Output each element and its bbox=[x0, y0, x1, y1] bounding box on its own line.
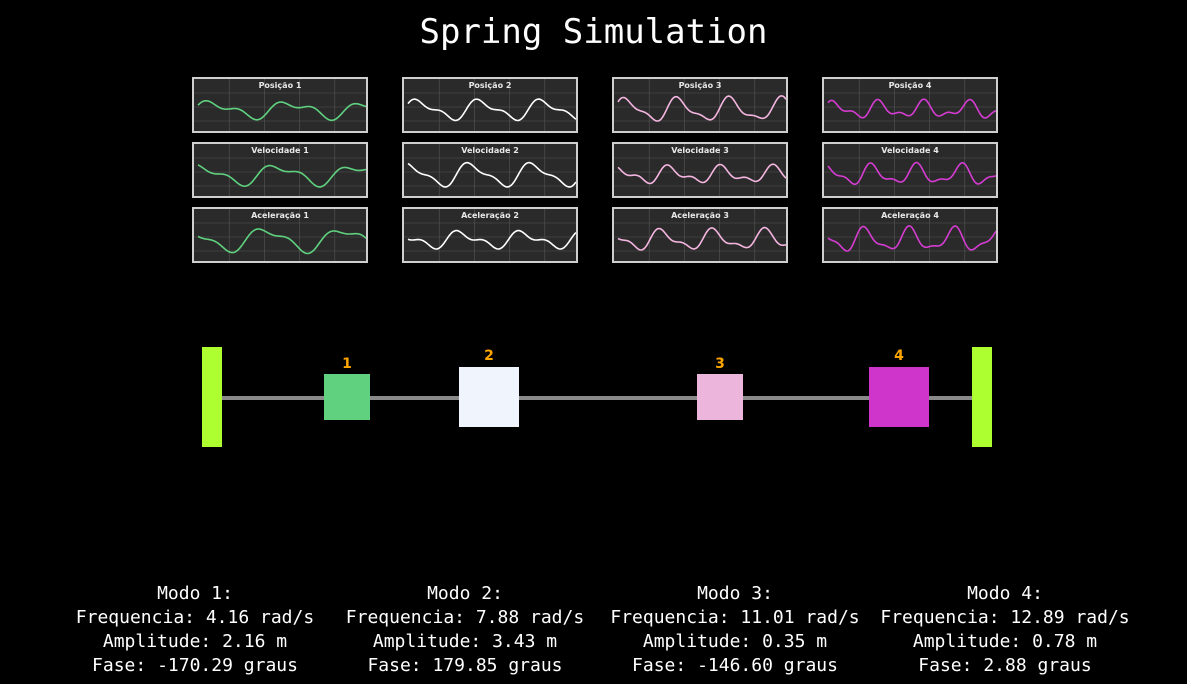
plot-graph bbox=[404, 144, 576, 196]
mode-phase: Fase: 179.85 graus bbox=[367, 655, 563, 676]
mode-phase: Fase: -146.60 graus bbox=[632, 655, 838, 676]
mode-3: Modo 3: Frequencia: 11.01 rad/s Amplitud… bbox=[600, 582, 870, 678]
plot-graph bbox=[194, 209, 366, 261]
plot-graph bbox=[614, 144, 786, 196]
mass-4[interactable] bbox=[869, 367, 929, 427]
plot-position-3: Posição 3 bbox=[612, 77, 788, 133]
plot-title: Velocidade 4 bbox=[881, 146, 939, 155]
plot-waveform bbox=[407, 98, 576, 122]
plot-waveform bbox=[827, 224, 996, 252]
plot-graph bbox=[404, 209, 576, 261]
mode-frequency: Frequencia: 7.88 rad/s bbox=[345, 607, 585, 628]
left-wall bbox=[202, 347, 222, 447]
mode-title: Modo 1: bbox=[157, 583, 233, 604]
plot-title: Velocidade 2 bbox=[461, 146, 519, 155]
mode-1: Modo 1: Frequencia: 4.16 rad/s Amplitude… bbox=[60, 582, 330, 678]
plot-waveform bbox=[617, 95, 786, 122]
plot-acceleration-1: Aceleração 1 bbox=[192, 207, 368, 263]
plot-graph bbox=[194, 79, 366, 131]
plot-graph bbox=[194, 144, 366, 196]
plot-velocity-4: Velocidade 4 bbox=[822, 142, 998, 198]
right-wall bbox=[972, 347, 992, 447]
plot-waveform bbox=[617, 163, 786, 185]
mass-2-label: 2 bbox=[484, 348, 494, 364]
plot-acceleration-3: Aceleração 3 bbox=[612, 207, 788, 263]
mode-2: Modo 2: Frequencia: 7.88 rad/s Amplitude… bbox=[330, 582, 600, 678]
mode-amplitude: Amplitude: 3.43 m bbox=[372, 631, 558, 652]
mode-phase: Fase: 2.88 graus bbox=[918, 655, 1092, 676]
mode-amplitude: Amplitude: 0.78 m bbox=[912, 631, 1098, 652]
plot-title: Velocidade 1 bbox=[251, 146, 309, 155]
plot-position-1: Posição 1 bbox=[192, 77, 368, 133]
plot-title: Posição 2 bbox=[468, 81, 512, 90]
plot-acceleration-4: Aceleração 4 bbox=[822, 207, 998, 263]
mode-title: Modo 2: bbox=[427, 583, 503, 604]
plot-waveform bbox=[197, 228, 366, 255]
plot-position-2: Posição 2 bbox=[402, 77, 578, 133]
spring-line bbox=[222, 396, 972, 400]
plot-waveform bbox=[197, 100, 366, 122]
plot-waveform bbox=[407, 229, 576, 250]
plot-waveform bbox=[617, 226, 786, 251]
mass-1[interactable] bbox=[324, 374, 370, 420]
mode-amplitude: Amplitude: 2.16 m bbox=[102, 631, 288, 652]
plot-title: Posição 3 bbox=[678, 81, 722, 90]
mass-3-label: 3 bbox=[715, 356, 725, 372]
mode-frequency: Frequencia: 11.01 rad/s bbox=[610, 607, 860, 628]
plot-graph bbox=[824, 79, 996, 131]
plot-graph bbox=[614, 209, 786, 261]
page-title: Spring Simulation bbox=[419, 12, 768, 52]
mode-title: Modo 3: bbox=[697, 583, 773, 604]
plot-position-4: Posição 4 bbox=[822, 77, 998, 133]
modes-panel: Modo 1: Frequencia: 4.16 rad/s Amplitude… bbox=[0, 582, 1187, 682]
plot-velocity-3: Velocidade 3 bbox=[612, 142, 788, 198]
plot-graph bbox=[824, 209, 996, 261]
plot-title: Velocidade 3 bbox=[671, 146, 729, 155]
plot-waveform bbox=[407, 161, 576, 188]
mode-title: Modo 4: bbox=[967, 583, 1043, 604]
mass-3[interactable] bbox=[697, 374, 743, 420]
plot-graph bbox=[824, 144, 996, 196]
mode-phase: Fase: -170.29 graus bbox=[92, 655, 298, 676]
plot-title: Posição 4 bbox=[888, 81, 932, 90]
mass-4-label: 4 bbox=[894, 348, 904, 364]
plot-acceleration-2: Aceleração 2 bbox=[402, 207, 578, 263]
plot-waveform bbox=[827, 98, 996, 119]
plot-velocity-2: Velocidade 2 bbox=[402, 142, 578, 198]
plot-waveform bbox=[827, 161, 996, 186]
mode-frequency: Frequencia: 4.16 rad/s bbox=[75, 607, 315, 628]
plot-graph bbox=[404, 79, 576, 131]
plot-title: Aceleração 2 bbox=[461, 211, 519, 220]
mode-frequency: Frequencia: 12.89 rad/s bbox=[880, 607, 1130, 628]
mass-1-label: 1 bbox=[342, 356, 352, 372]
plot-graph bbox=[614, 79, 786, 131]
plot-velocity-1: Velocidade 1 bbox=[192, 142, 368, 198]
plot-waveform bbox=[197, 164, 366, 188]
mode-amplitude: Amplitude: 0.35 m bbox=[642, 631, 828, 652]
mode-4: Modo 4: Frequencia: 12.89 rad/s Amplitud… bbox=[870, 582, 1140, 678]
mass-2[interactable] bbox=[459, 367, 519, 427]
plot-title: Aceleração 3 bbox=[671, 211, 729, 220]
plot-title: Aceleração 4 bbox=[881, 211, 939, 220]
plot-title: Posição 1 bbox=[258, 81, 302, 90]
plot-title: Aceleração 1 bbox=[251, 211, 309, 220]
